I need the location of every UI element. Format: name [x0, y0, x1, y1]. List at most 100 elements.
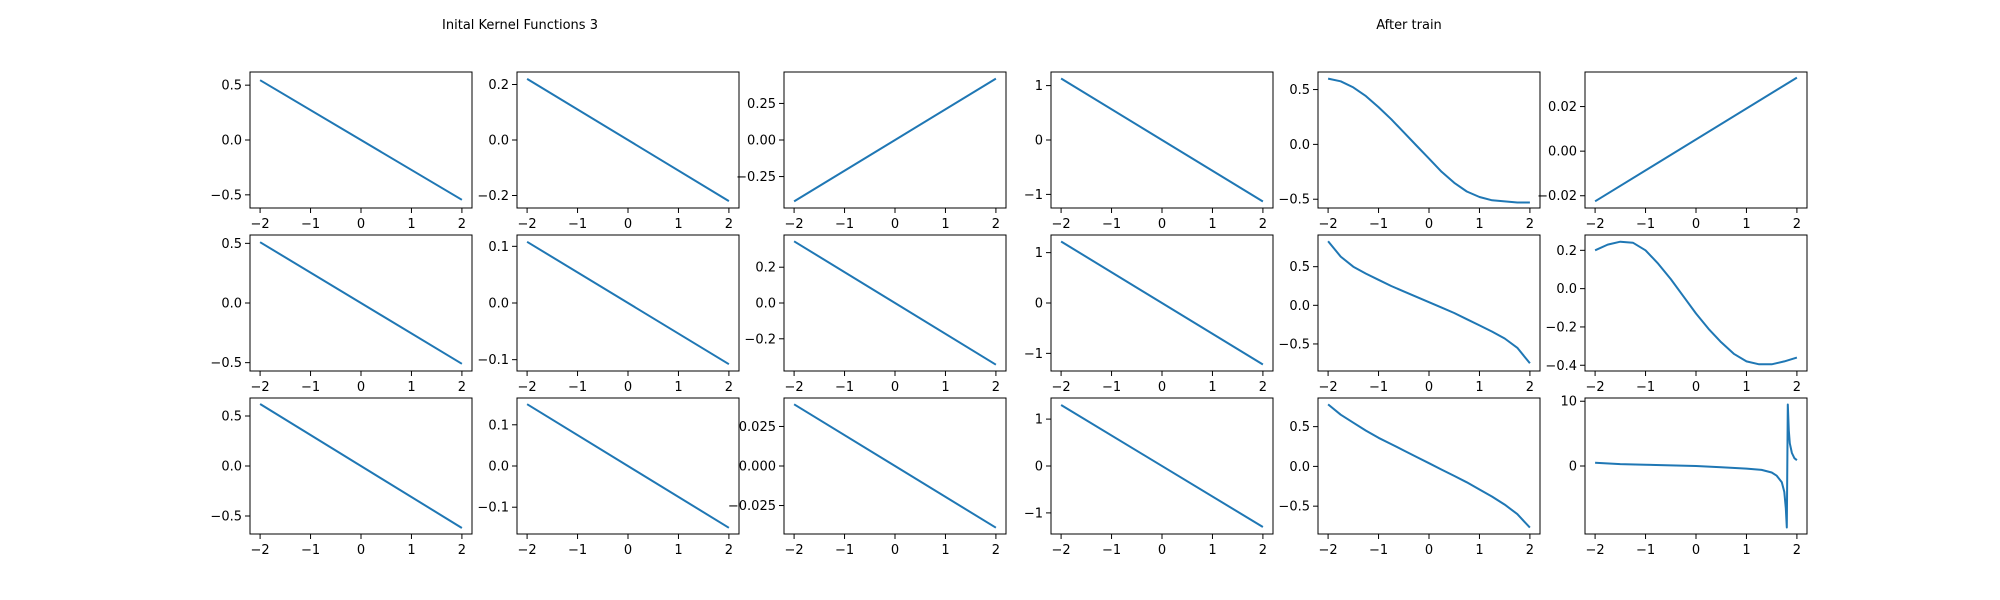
series-line — [1060, 77, 1264, 203]
x-tick-label: −1 — [568, 543, 587, 558]
x-tick-label: 0 — [891, 380, 899, 395]
y-tick-label: −0.2 — [1545, 320, 1577, 335]
y-tick-label: 0.00 — [1548, 145, 1577, 160]
series-line — [1594, 76, 1798, 203]
y-tick-label: 0.2 — [488, 78, 509, 93]
subplot-grid: −2 −1 0 1 2 −0.5 0.0 0.5 −2 −1 0 1 2 −0.2 0.0 0.2 −2 −1 0 1… — [210, 71, 1808, 558]
axes-frame — [1317, 397, 1541, 535]
subplot-r1c5: −2 −1 0 1 2 −0.4 −0.2 0.0 0.2 — [1545, 234, 1808, 395]
series-line — [259, 403, 463, 529]
x-tick-label: −1 — [1369, 217, 1388, 232]
x-tick-label: 0 — [357, 380, 365, 395]
x-tick-label: −2 — [1319, 217, 1338, 232]
x-tick-label: −2 — [518, 380, 537, 395]
y-tick-label: −0.4 — [1545, 359, 1577, 374]
x-tick-label: 2 — [1259, 217, 1267, 232]
y-tick-label: 0.0 — [221, 460, 242, 475]
y-tick-label: −0.25 — [736, 170, 776, 185]
x-tick-label: −1 — [301, 543, 320, 558]
x-tick-label: −2 — [785, 380, 804, 395]
y-tick-label: 0 — [1035, 297, 1043, 312]
x-tick-label: 1 — [1208, 543, 1216, 558]
y-tick-label: −0.5 — [210, 188, 242, 203]
x-tick-label: 2 — [1526, 380, 1534, 395]
subplot-r2c4: −2 −1 0 1 2 −0.5 0.0 0.5 — [1278, 397, 1541, 558]
subplot-r1c1: −2 −1 0 1 2 −0.1 0.0 0.1 — [477, 234, 740, 395]
x-tick-label: −1 — [1369, 543, 1388, 558]
x-tick-label: 1 — [1475, 543, 1483, 558]
y-tick-label: 0.0 — [1289, 138, 1310, 153]
x-tick-label: 1 — [941, 543, 949, 558]
subplot-r2c3: −2 −1 0 1 2 −1 0 1 — [1024, 397, 1274, 558]
subplot-r2c2: −2 −1 0 1 2 −0.025 0.000 0.025 — [728, 397, 1007, 558]
y-tick-label: 0.00 — [747, 134, 776, 149]
y-tick-label: 0.02 — [1548, 100, 1577, 115]
x-tick-label: −2 — [1052, 380, 1071, 395]
y-tick-label: −0.5 — [210, 510, 242, 525]
x-tick-label: 2 — [458, 543, 466, 558]
x-tick-label: −2 — [1319, 543, 1338, 558]
x-tick-label: −1 — [301, 217, 320, 232]
y-tick-label: 0.5 — [1289, 420, 1310, 435]
y-tick-label: 0.0 — [488, 297, 509, 312]
x-tick-label: −1 — [1636, 380, 1655, 395]
subplot-r0c3: −2 −1 0 1 2 −1 0 1 — [1024, 71, 1274, 232]
y-tick-label: 0.0 — [221, 297, 242, 312]
x-tick-label: 2 — [725, 380, 733, 395]
right-title: After train — [1376, 18, 1442, 33]
y-tick-label: 0.5 — [221, 410, 242, 425]
x-tick-label: −1 — [835, 380, 854, 395]
x-tick-label: 1 — [941, 380, 949, 395]
y-tick-label: −0.5 — [1278, 337, 1310, 352]
x-tick-label: 0 — [1425, 543, 1433, 558]
x-tick-label: 1 — [674, 543, 682, 558]
axes-frame — [1584, 234, 1808, 372]
y-tick-label: −0.5 — [1278, 500, 1310, 515]
y-tick-label: 0.0 — [221, 134, 242, 149]
series-line — [259, 241, 463, 365]
x-tick-label: 2 — [458, 217, 466, 232]
subplot-r0c2: −2 −1 0 1 2 −0.25 0.00 0.25 — [736, 71, 1007, 232]
x-tick-label: 1 — [674, 380, 682, 395]
x-tick-label: 0 — [1158, 380, 1166, 395]
y-tick-label: 0.0 — [755, 297, 776, 312]
x-tick-label: 0 — [891, 543, 899, 558]
x-tick-label: 1 — [1475, 217, 1483, 232]
x-tick-label: 1 — [407, 380, 415, 395]
y-tick-label: 0.0 — [1289, 299, 1310, 314]
x-tick-label: 1 — [941, 217, 949, 232]
x-tick-label: 0 — [624, 543, 632, 558]
x-tick-label: −1 — [1102, 217, 1121, 232]
y-tick-label: −0.025 — [728, 499, 776, 514]
series-line — [1327, 403, 1531, 529]
subplot-r0c5: −2 −1 0 1 2 −0.02 0.00 0.02 — [1537, 71, 1808, 232]
y-tick-label: 1 — [1035, 246, 1043, 261]
y-tick-label: 0.2 — [755, 261, 776, 276]
x-tick-label: 1 — [1208, 380, 1216, 395]
x-tick-label: −1 — [568, 217, 587, 232]
subplot-r1c4: −2 −1 0 1 2 −0.5 0.0 0.5 — [1278, 234, 1541, 395]
x-tick-label: 2 — [1793, 543, 1801, 558]
y-tick-label: 0 — [1035, 460, 1043, 475]
x-tick-label: 2 — [992, 380, 1000, 395]
x-tick-label: −2 — [1052, 217, 1071, 232]
x-tick-label: −2 — [1052, 543, 1071, 558]
x-tick-label: −2 — [1586, 380, 1605, 395]
series-line — [259, 79, 463, 201]
x-tick-label: −2 — [251, 380, 270, 395]
x-tick-label: −2 — [518, 217, 537, 232]
x-tick-label: 2 — [1793, 217, 1801, 232]
series-line — [1060, 240, 1264, 366]
series-line — [526, 403, 730, 529]
series-line — [793, 77, 997, 203]
x-tick-label: 0 — [1692, 380, 1700, 395]
x-tick-label: −1 — [835, 543, 854, 558]
x-tick-label: −2 — [785, 217, 804, 232]
x-tick-label: −1 — [835, 217, 854, 232]
y-tick-label: −0.1 — [477, 501, 509, 516]
x-tick-label: −2 — [785, 543, 804, 558]
subplot-r1c0: −2 −1 0 1 2 −0.5 0.0 0.5 — [210, 234, 473, 395]
subplot-r2c1: −2 −1 0 1 2 −0.1 0.0 0.1 — [477, 397, 740, 558]
y-tick-label: 0.1 — [488, 240, 509, 255]
y-tick-label: −1 — [1024, 188, 1043, 203]
